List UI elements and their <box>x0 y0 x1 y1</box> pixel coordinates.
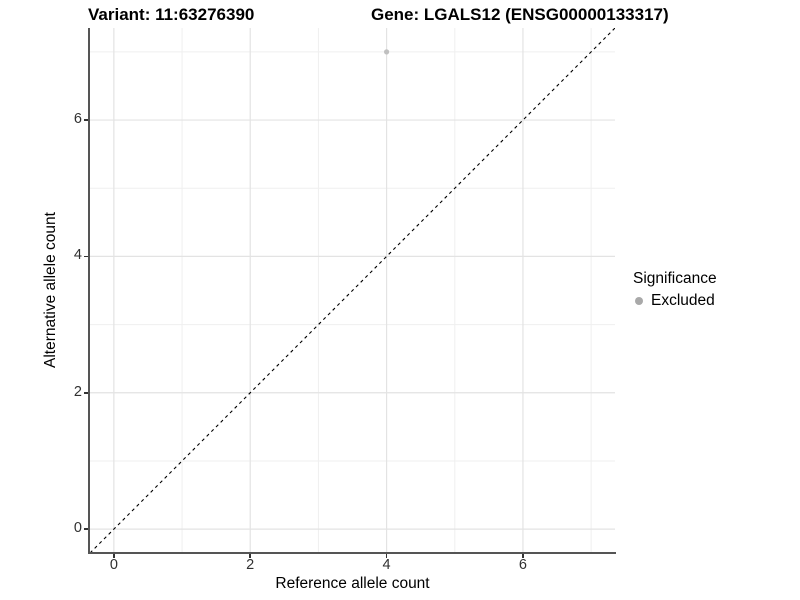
x-tick-mark <box>385 554 388 558</box>
data-point <box>383 49 390 55</box>
identity-line <box>90 28 615 553</box>
y-tick-label: 6 <box>73 111 82 128</box>
x-tick-label: 4 <box>382 557 391 573</box>
x-tick-label: 0 <box>109 557 118 573</box>
y-tick-mark <box>84 119 88 121</box>
y-tick-label: 0 <box>73 520 82 537</box>
gene-title: Gene: LGALS12 (ENSG00000133317) <box>371 5 669 24</box>
x-tick-label: 6 <box>518 557 527 573</box>
legend: Significance Excluded <box>631 270 717 310</box>
chart-svg <box>90 28 615 553</box>
y-axis-line <box>88 28 90 554</box>
plot-panel <box>90 28 615 553</box>
x-tick-mark <box>113 554 115 558</box>
y-axis-title: Alternative allele count <box>42 212 59 368</box>
legend-point-icon <box>635 297 643 305</box>
y-tick-mark <box>84 392 88 394</box>
y-tick-mark <box>84 255 88 258</box>
x-axis-line <box>88 552 616 554</box>
y-tick-label: 4 <box>73 247 82 264</box>
legend-item-label: Excluded <box>651 292 715 309</box>
x-tick-mark <box>522 554 524 558</box>
x-tick-mark <box>249 554 251 558</box>
y-tick-label: 2 <box>73 383 82 400</box>
legend-item: Excluded <box>631 292 717 310</box>
x-axis-title: Reference allele count <box>275 575 430 592</box>
y-tick-mark <box>84 528 88 530</box>
legend-title: Significance <box>633 270 717 287</box>
x-tick-label: 2 <box>246 557 255 573</box>
variant-title: Variant: 11:63276390 <box>88 5 255 24</box>
